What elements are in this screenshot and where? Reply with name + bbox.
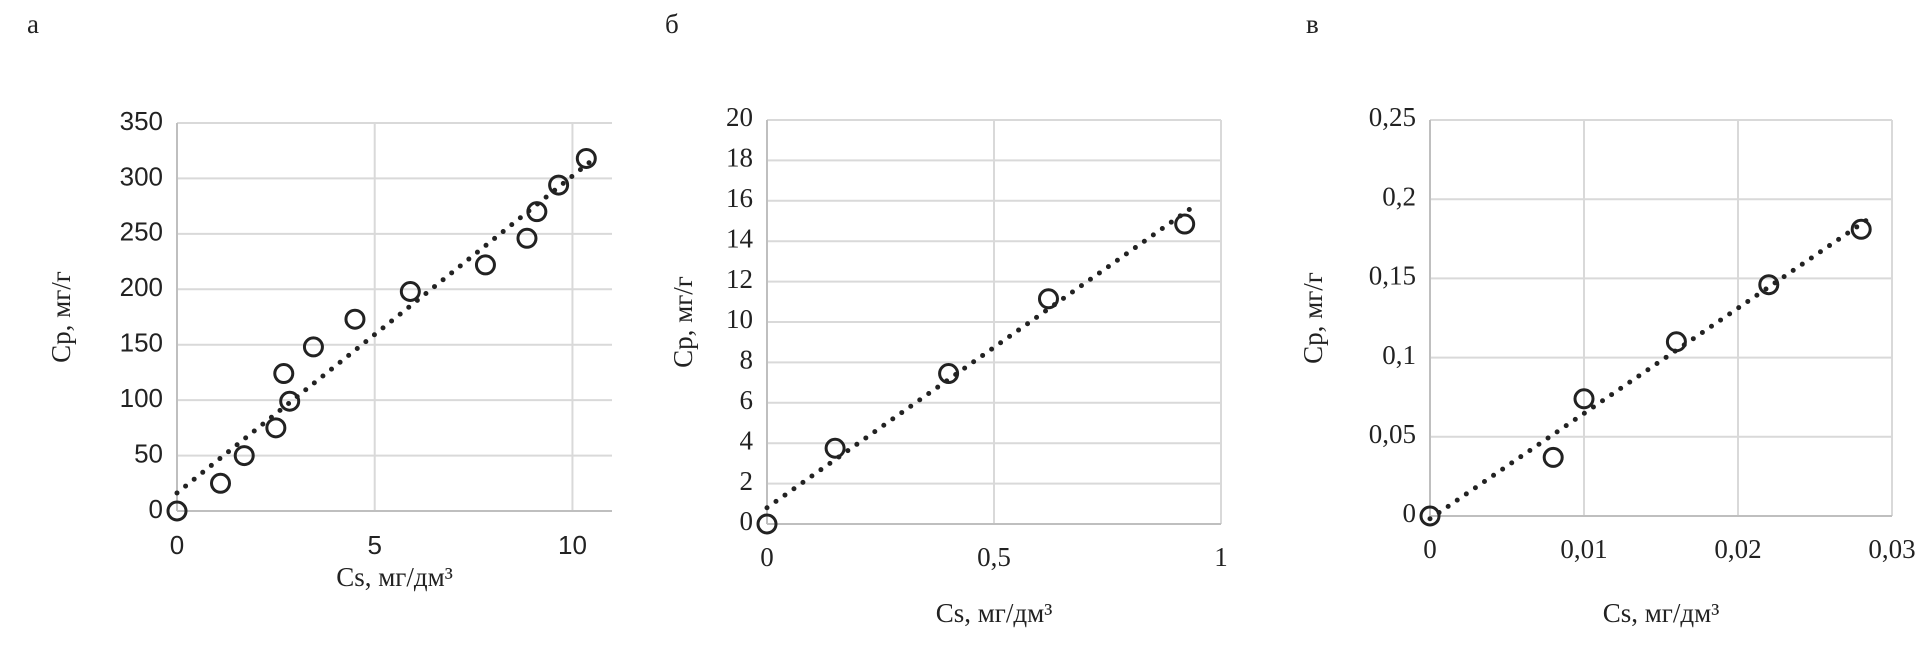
point: [279, 390, 301, 412]
y-axis-label: Cp, мг/г: [46, 271, 76, 363]
y-tick-label: 0: [1403, 498, 1417, 528]
x-tick-label: 0: [760, 542, 774, 572]
y-tick-label: 16: [726, 183, 753, 213]
point: [1542, 446, 1564, 468]
y-tick-label: 250: [120, 217, 163, 247]
y-tick-label: 20: [726, 102, 753, 132]
trendline: [764, 203, 1197, 511]
panel-label: б: [665, 9, 679, 39]
point: [265, 417, 287, 439]
y-tick-label: 0,2: [1382, 181, 1416, 211]
point: [516, 227, 538, 249]
y-tick-label: 2: [740, 466, 754, 496]
point: [756, 513, 778, 535]
x-tick-label: 10: [558, 530, 587, 560]
panel-label: в: [1306, 9, 1319, 39]
point: [273, 363, 295, 385]
point: [344, 308, 366, 330]
point: [233, 445, 255, 467]
y-tick-label: 0,25: [1369, 102, 1416, 132]
x-tick-label: 0,03: [1868, 534, 1915, 564]
y-tick-label: 14: [726, 223, 754, 253]
y-tick-label: 0,15: [1369, 261, 1416, 291]
y-tick-label: 100: [120, 383, 163, 413]
y-tick-label: 4: [740, 425, 754, 455]
x-tick-label: 1: [1214, 542, 1228, 572]
trendline: [174, 155, 598, 496]
x-tick-label: 0: [170, 530, 184, 560]
x-tick-label: 0: [1423, 534, 1437, 564]
x-tick-label: 0,01: [1560, 534, 1607, 564]
point: [1037, 288, 1059, 310]
y-tick-label: 0: [149, 494, 163, 524]
point: [166, 500, 188, 522]
y-tick-label: 12: [726, 264, 753, 294]
point: [1665, 331, 1687, 353]
y-tick-label: 350: [120, 106, 163, 136]
y-tick-label: 200: [120, 272, 163, 302]
y-tick-label: 0,05: [1369, 419, 1416, 449]
y-tick-label: 8: [740, 345, 754, 375]
trendline: [1427, 215, 1873, 522]
x-tick-label: 5: [367, 530, 381, 560]
point: [210, 472, 231, 494]
y-tick-label: 300: [120, 161, 163, 191]
panel-label: а: [27, 9, 39, 39]
x-axis-label: Cs, мг/дм³: [1603, 598, 1720, 628]
y-tick-label: 0: [740, 506, 754, 536]
point: [1758, 274, 1780, 296]
x-axis-label: Cs, мг/дм³: [336, 562, 453, 592]
point: [1850, 218, 1872, 240]
x-tick-label: 0,5: [977, 542, 1011, 572]
y-tick-label: 10: [726, 304, 753, 334]
point: [548, 174, 570, 196]
point: [824, 437, 846, 459]
point: [938, 363, 960, 385]
point: [399, 281, 421, 303]
point: [526, 201, 548, 223]
x-tick-label: 0,02: [1714, 534, 1761, 564]
x-axis-label: Cs, мг/дм³: [936, 598, 1053, 628]
y-tick-label: 50: [134, 438, 163, 468]
point: [302, 336, 324, 358]
point: [474, 254, 496, 276]
y-tick-label: 150: [120, 328, 163, 358]
point: [1419, 505, 1441, 527]
point: [1174, 213, 1196, 235]
point: [575, 147, 597, 169]
y-tick-label: 0,1: [1382, 340, 1416, 370]
y-axis-label: Cp, мг/г: [668, 276, 698, 368]
y-tick-label: 6: [740, 385, 754, 415]
y-axis-label: Cp, мг/г: [1298, 272, 1328, 364]
point: [1573, 388, 1595, 410]
y-tick-label: 18: [726, 143, 753, 173]
